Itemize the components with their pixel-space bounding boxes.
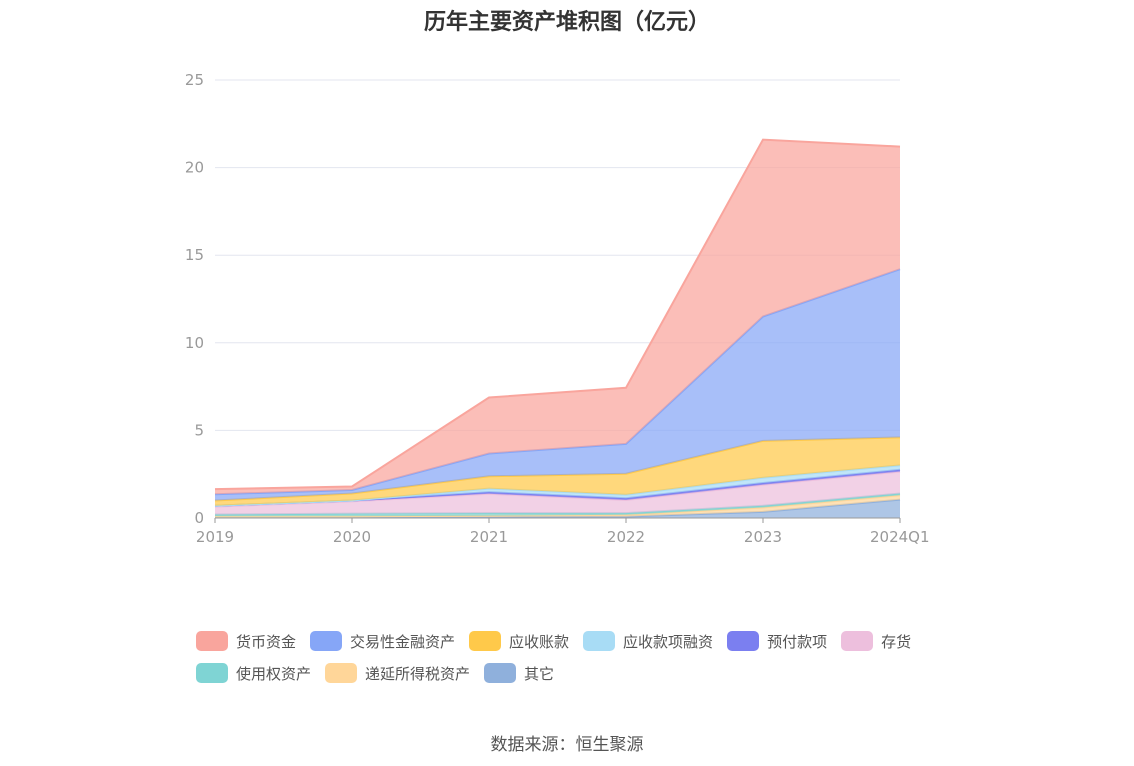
legend-label: 应收账款: [509, 632, 570, 651]
legend: 货币资金 交易性金融资产 应收账款 应收款项融资 预付款项 存货使用权资产 递延所得税资产 其…: [196, 630, 976, 694]
data-source-note: 数据来源：恒生聚源: [490, 735, 644, 755]
legend-item-其它[interactable]: 其它: [484, 662, 554, 684]
legend-swatch: [325, 663, 358, 683]
chart-title: 历年主要资产堆积图（亿元）: [423, 10, 710, 35]
legend-label: 交易性金融资产: [350, 632, 456, 651]
area-series: [214, 138, 901, 519]
area-存货: [215, 471, 900, 515]
legend-label: 递延所得税资产: [365, 664, 471, 683]
y-tick-label: 25: [185, 71, 204, 89]
stacked-area-chart: 0 5 10 15 20 25 2019 2020 2021 2022 2023 2024Q1: [185, 71, 930, 546]
legend-item-预付款项[interactable]: 预付款项: [727, 630, 827, 652]
legend-label: 货币资金: [236, 632, 297, 651]
legend-item-货币资金[interactable]: 货币资金: [196, 630, 296, 652]
area-交易性金融资产: [215, 269, 900, 501]
y-tick-label: 20: [185, 159, 204, 177]
legend-label: 其它: [524, 664, 555, 683]
y-tick-label: 5: [194, 421, 204, 439]
legend-label: 预付款项: [767, 632, 828, 651]
x-tick-label: 2019: [196, 528, 234, 546]
legend-swatch: [196, 631, 228, 651]
legend-swatch: [469, 631, 502, 651]
y-tick-label: 10: [185, 334, 204, 352]
legend-item-存货[interactable]: 存货: [841, 630, 911, 652]
x-tick-label: 2024Q1: [870, 528, 930, 546]
y-tick-label: 0: [194, 509, 204, 527]
legend-swatch: [310, 631, 343, 651]
area-货币资金: [215, 139, 900, 495]
legend-label: 应收款项融资: [623, 632, 714, 651]
x-tick-label: 2023: [744, 528, 782, 546]
axes: 0 5 10 15 20 25 2019 2020 2021 2022 2023 2024Q1: [185, 71, 930, 546]
x-tick-label: 2022: [607, 528, 645, 546]
legend-item-使用权资产[interactable]: 使用权资产: [196, 662, 311, 684]
y-tick-label: 15: [185, 246, 204, 264]
legend-swatch: [484, 663, 517, 683]
legend-swatch: [583, 631, 616, 651]
area-递延所得税资产: [215, 495, 900, 518]
legend-item-应收账款[interactable]: 应收账款: [469, 630, 569, 652]
legend-swatch: [196, 663, 228, 683]
line-货币资金: [214, 138, 901, 491]
x-tick-label: 2020: [333, 528, 371, 546]
legend-item-应收款项融资[interactable]: 应收款项融资: [583, 630, 713, 652]
legend-label: 使用权资产: [236, 664, 312, 683]
legend-swatch: [727, 631, 760, 651]
legend-swatch: [841, 631, 874, 651]
x-tick-label: 2021: [470, 528, 508, 546]
legend-item-递延所得税资产[interactable]: 递延所得税资产: [325, 662, 470, 684]
area-应收账款: [215, 437, 900, 506]
legend-label: 存货: [881, 632, 912, 651]
legend-item-交易性金融资产[interactable]: 交易性金融资产: [310, 630, 455, 652]
